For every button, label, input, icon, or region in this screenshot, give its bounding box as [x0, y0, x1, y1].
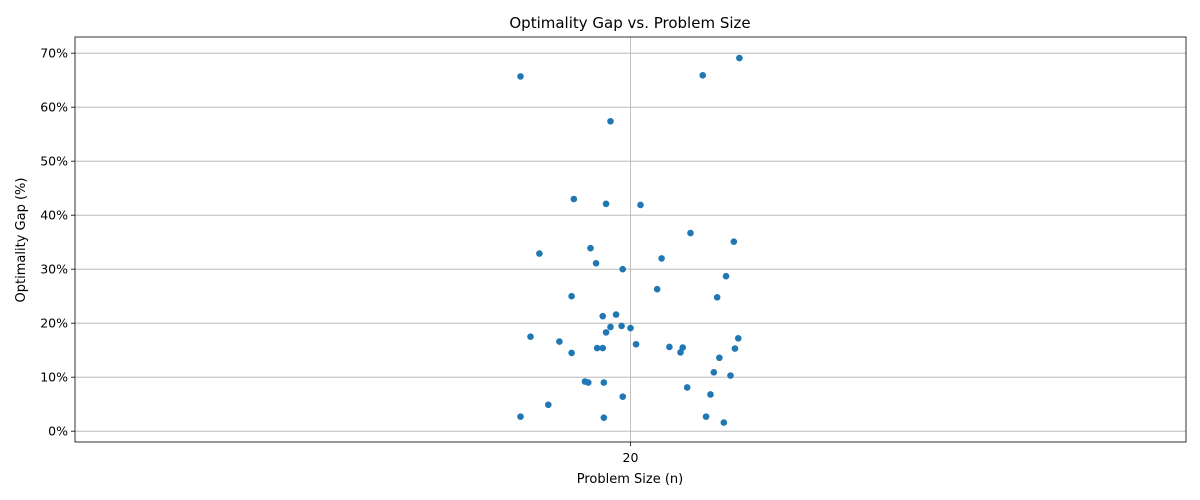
data-point — [517, 73, 524, 80]
chart-title: Optimality Gap vs. Problem Size — [509, 14, 750, 32]
data-point — [720, 419, 728, 426]
y-tick-label: 60% — [40, 100, 68, 115]
data-point — [599, 312, 607, 320]
data-point — [536, 250, 543, 257]
data-point — [592, 259, 600, 267]
data-point — [568, 292, 575, 300]
data-point — [736, 54, 743, 62]
data-point — [734, 335, 742, 342]
data-point — [632, 340, 640, 348]
y-tick-label: 40% — [40, 208, 68, 223]
data-point — [619, 393, 627, 400]
data-point — [722, 272, 730, 280]
data-point — [707, 391, 714, 398]
data-points — [517, 54, 743, 426]
data-point — [593, 344, 601, 352]
data-point — [600, 414, 608, 422]
data-point — [619, 265, 627, 273]
data-point — [527, 333, 534, 341]
y-axis-label: Optimality Gap (%) — [14, 178, 29, 303]
data-point — [607, 117, 614, 125]
data-point — [699, 72, 707, 79]
data-point — [687, 229, 694, 237]
data-point — [584, 379, 592, 386]
data-point — [716, 354, 723, 362]
data-point — [517, 413, 524, 420]
data-point — [653, 285, 661, 293]
data-point — [627, 324, 634, 332]
y-tick-label: 10% — [40, 370, 68, 385]
x-tick-label: 20 — [623, 450, 639, 465]
data-point — [544, 401, 552, 409]
data-point — [713, 293, 721, 301]
data-point — [570, 195, 578, 203]
y-tick-label: 0% — [48, 424, 68, 439]
data-point — [612, 311, 620, 318]
data-point — [702, 413, 710, 420]
x-axis-label: Problem Size (n) — [577, 472, 683, 487]
axis-ticks: 0% 10% 20% 30% 40% 50% 60% 70% 20 — [40, 46, 638, 465]
data-point — [602, 200, 610, 208]
data-point — [618, 322, 625, 330]
data-point — [710, 369, 718, 376]
y-tick-label: 20% — [40, 316, 68, 331]
data-point — [607, 323, 614, 331]
data-point — [568, 349, 575, 357]
y-tick-label: 30% — [40, 262, 68, 277]
y-tick-label: 50% — [40, 154, 68, 169]
data-point — [730, 238, 738, 245]
data-point — [556, 338, 563, 345]
data-point — [683, 384, 691, 391]
data-point — [637, 201, 644, 209]
data-point — [666, 343, 673, 351]
data-point — [587, 244, 594, 252]
data-point — [600, 379, 608, 386]
data-point — [731, 345, 739, 352]
data-point — [602, 329, 610, 336]
data-point — [677, 349, 684, 356]
grid — [75, 37, 1186, 442]
data-point — [599, 344, 607, 352]
data-point — [658, 255, 665, 262]
y-tick-label: 70% — [40, 46, 68, 61]
data-point — [727, 372, 734, 379]
